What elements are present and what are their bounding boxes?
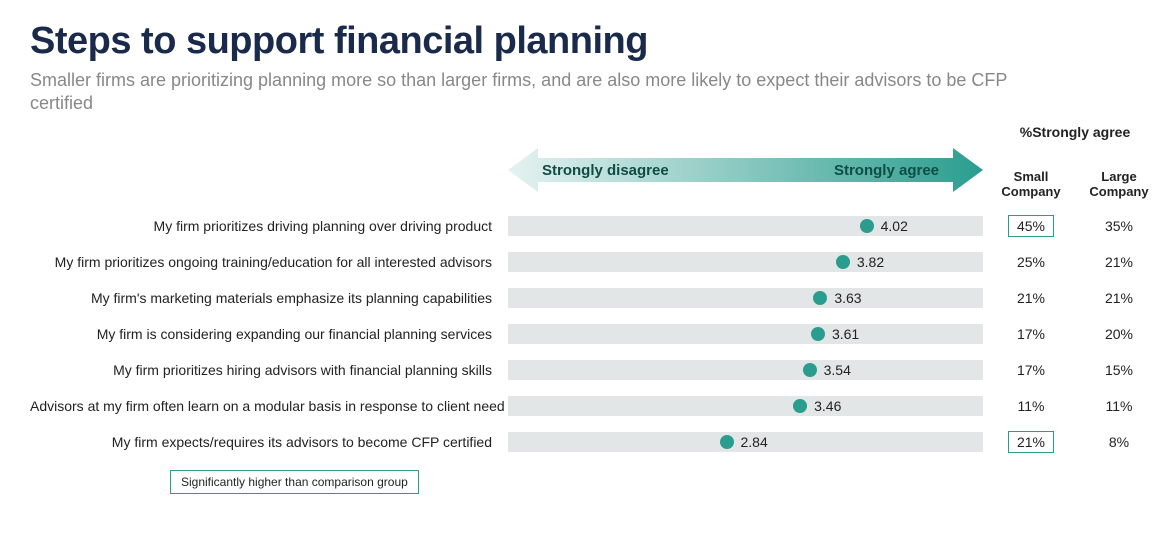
row-label: Advisors at my firm often learn on a mod… (30, 398, 500, 414)
chart-row: Advisors at my firm often learn on a mod… (30, 388, 1132, 424)
scale-left-label: Strongly disagree (542, 162, 669, 179)
header-row: %Strongly agree (30, 124, 1132, 142)
bar-track: 3.61 (508, 324, 983, 344)
bar-track: 4.02 (508, 216, 983, 236)
dot-value-label: 3.54 (824, 362, 851, 378)
chart-row: My firm is considering expanding our fin… (30, 316, 1132, 352)
scale-arrow: Strongly disagree Strongly agree (508, 148, 983, 202)
highlight-box: 21% (1008, 431, 1054, 453)
value-dot-icon (811, 327, 825, 341)
scale-right-label: Strongly agree (834, 162, 939, 179)
value-dot-icon (860, 219, 874, 233)
dot-value-label: 4.02 (881, 218, 908, 234)
small-company-value: 21% (991, 431, 1071, 453)
small-company-header: Small Company (991, 170, 1071, 202)
small-company-value: 11% (991, 398, 1071, 414)
chart-row: My firm prioritizes ongoing training/edu… (30, 244, 1132, 280)
dot-value-label: 3.82 (857, 254, 884, 270)
dot-value-label: 2.84 (741, 434, 768, 450)
dot-value-label: 3.61 (832, 326, 859, 342)
large-company-value: 11% (1079, 398, 1159, 414)
bar-track: 3.54 (508, 360, 983, 380)
dot-value-label: 3.63 (834, 290, 861, 306)
highlight-box: 45% (1008, 215, 1054, 237)
chart-row: My firm prioritizes hiring advisors with… (30, 352, 1132, 388)
dot-value-label: 3.46 (814, 398, 841, 414)
small-company-value: 17% (991, 362, 1071, 378)
row-label: My firm prioritizes hiring advisors with… (30, 362, 500, 378)
chart-row: My firm prioritizes driving planning ove… (30, 208, 1132, 244)
large-company-value: 15% (1079, 362, 1159, 378)
row-label: My firm expects/requires its advisors to… (30, 434, 500, 450)
large-company-value: 21% (1079, 290, 1159, 306)
large-company-value: 35% (1079, 218, 1159, 234)
value-dot-icon (720, 435, 734, 449)
strongly-agree-super-header: %Strongly agree (991, 124, 1159, 140)
row-label: My firm prioritizes ongoing training/edu… (30, 254, 500, 270)
chart-subtitle: Smaller firms are prioritizing planning … (30, 69, 1030, 116)
row-label: My firm prioritizes driving planning ove… (30, 218, 500, 234)
legend-box: Significantly higher than comparison gro… (170, 470, 419, 494)
row-label: My firm's marketing materials emphasize … (30, 290, 500, 306)
chart-title: Steps to support financial planning (30, 20, 1132, 63)
chart-row: My firm's marketing materials emphasize … (30, 280, 1132, 316)
bar-track: 2.84 (508, 432, 983, 452)
chart-row: My firm expects/requires its advisors to… (30, 424, 1132, 460)
small-company-value: 17% (991, 326, 1071, 342)
value-dot-icon (803, 363, 817, 377)
bar-track: 3.63 (508, 288, 983, 308)
large-company-value: 21% (1079, 254, 1159, 270)
header-row-2: Strongly disagree Strongly agree Small C… (30, 148, 1132, 202)
value-dot-icon (793, 399, 807, 413)
chart-rows: My firm prioritizes driving planning ove… (30, 208, 1132, 460)
large-company-value: 8% (1079, 434, 1159, 450)
bar-track: 3.82 (508, 252, 983, 272)
value-dot-icon (813, 291, 827, 305)
large-company-header: Large Company (1079, 170, 1159, 202)
small-company-value: 45% (991, 215, 1071, 237)
small-company-value: 25% (991, 254, 1071, 270)
large-company-value: 20% (1079, 326, 1159, 342)
bar-track: 3.46 (508, 396, 983, 416)
value-dot-icon (836, 255, 850, 269)
row-label: My firm is considering expanding our fin… (30, 326, 500, 342)
small-company-value: 21% (991, 290, 1071, 306)
